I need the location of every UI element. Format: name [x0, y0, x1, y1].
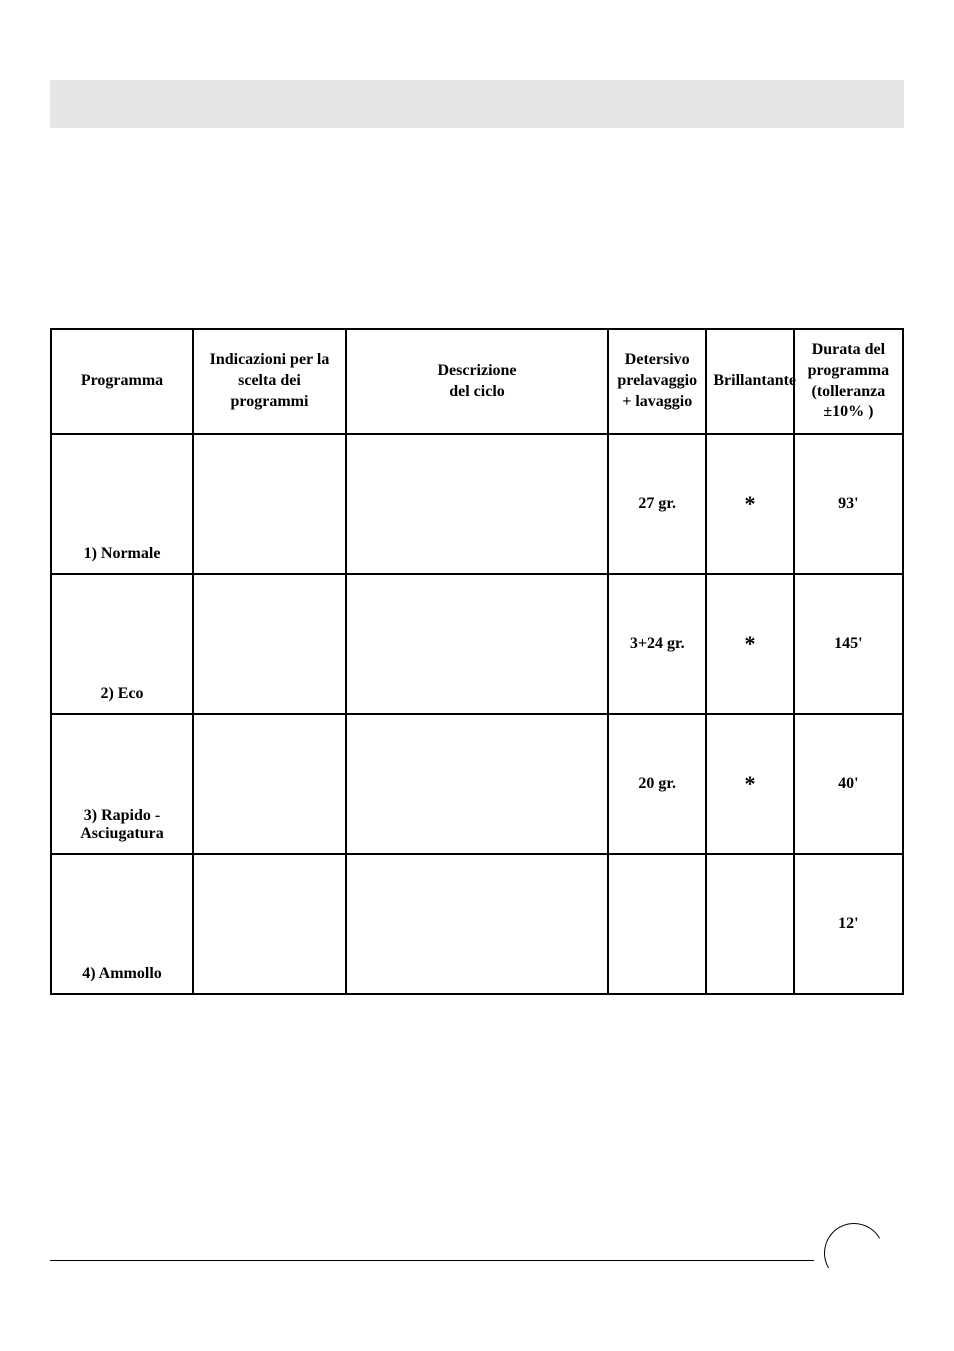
- cell-programma: 2) Eco: [51, 574, 193, 714]
- cell-detersivo: 3+24 gr.: [608, 574, 706, 714]
- cell-programma: 4) Ammollo: [51, 854, 193, 994]
- content-area: Programma Indicazioni per lascelta deipr…: [50, 328, 904, 995]
- col-header-programma: Programma: [51, 329, 193, 434]
- header-band: [50, 80, 904, 128]
- asterisk-icon: *: [745, 631, 756, 656]
- table-row: 3) Rapido -Asciugatura 20 gr. * 40': [51, 714, 903, 854]
- col-header-indicazioni: Indicazioni per lascelta deiprogrammi: [193, 329, 346, 434]
- cell-durata: 93': [794, 434, 903, 574]
- footer-arc-icon: [817, 1216, 890, 1289]
- cell-indicazioni: [193, 574, 346, 714]
- cell-detersivo: 27 gr.: [608, 434, 706, 574]
- col-header-brillantante: Brillantante: [706, 329, 793, 434]
- cell-indicazioni: [193, 714, 346, 854]
- col-header-durata: Durata delprogramma(tolleranza±10% ): [794, 329, 903, 434]
- cell-descrizione: [346, 854, 608, 994]
- cell-programma: 1) Normale: [51, 434, 193, 574]
- table-row: 1) Normale 27 gr. * 93': [51, 434, 903, 574]
- program-table: Programma Indicazioni per lascelta deipr…: [50, 328, 904, 995]
- asterisk-icon: *: [745, 491, 756, 516]
- cell-durata: 145': [794, 574, 903, 714]
- cell-indicazioni: [193, 854, 346, 994]
- footer-divider: [50, 1260, 814, 1261]
- col-header-detersivo: Detersivoprelavaggio+ lavaggio: [608, 329, 706, 434]
- cell-durata: 12': [794, 854, 903, 994]
- cell-durata: 40': [794, 714, 903, 854]
- table-row: 2) Eco 3+24 gr. * 145': [51, 574, 903, 714]
- cell-brillantante: *: [706, 574, 793, 714]
- cell-brillantante: *: [706, 434, 793, 574]
- cell-indicazioni: [193, 434, 346, 574]
- col-header-descrizione: Descrizionedel ciclo: [346, 329, 608, 434]
- table-row: 4) Ammollo 12': [51, 854, 903, 994]
- cell-detersivo: 20 gr.: [608, 714, 706, 854]
- asterisk-icon: *: [745, 771, 756, 796]
- cell-descrizione: [346, 574, 608, 714]
- table-header-row: Programma Indicazioni per lascelta deipr…: [51, 329, 903, 434]
- cell-detersivo: [608, 854, 706, 994]
- cell-programma: 3) Rapido -Asciugatura: [51, 714, 193, 854]
- cell-descrizione: [346, 714, 608, 854]
- cell-brillantante: *: [706, 714, 793, 854]
- cell-brillantante: [706, 854, 793, 994]
- cell-descrizione: [346, 434, 608, 574]
